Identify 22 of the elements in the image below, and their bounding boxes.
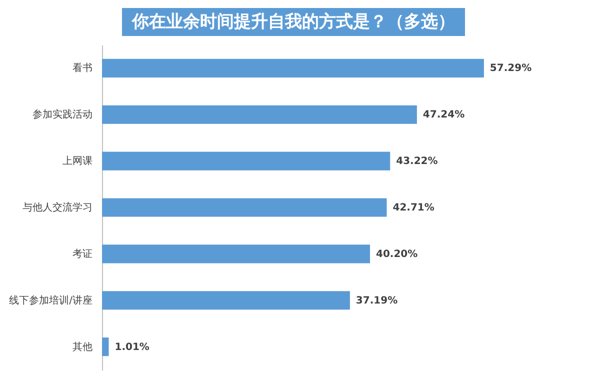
data-label: 42.71% [392, 202, 434, 214]
data-label: 1.01% [114, 342, 150, 353]
data-label: 43.22% [396, 156, 438, 168]
bar [102, 244, 370, 264]
y-tick-label: 线下参加培训/讲座 [9, 294, 92, 306]
bar [102, 58, 484, 78]
y-tick-label: 上网课 [62, 155, 92, 168]
y-tick-label: 参加实践活动 [32, 108, 92, 121]
bar [102, 105, 417, 124]
y-tick-label: 其他 [72, 340, 92, 353]
y-tick-label: 与他人交流学习 [22, 202, 92, 214]
data-label: 47.24% [422, 110, 465, 121]
y-tick-label: 考证 [72, 248, 92, 260]
bar [102, 338, 109, 356]
chart-title: 你在业余时间提升自我的方式是？（多选） [122, 8, 465, 36]
data-label: 37.19% [356, 295, 398, 306]
bar [102, 291, 350, 310]
bar [102, 198, 387, 217]
bar [102, 152, 390, 170]
y-tick-label: 看书 [72, 62, 92, 74]
data-label: 57.29% [490, 63, 532, 74]
data-label: 40.20% [376, 248, 418, 260]
